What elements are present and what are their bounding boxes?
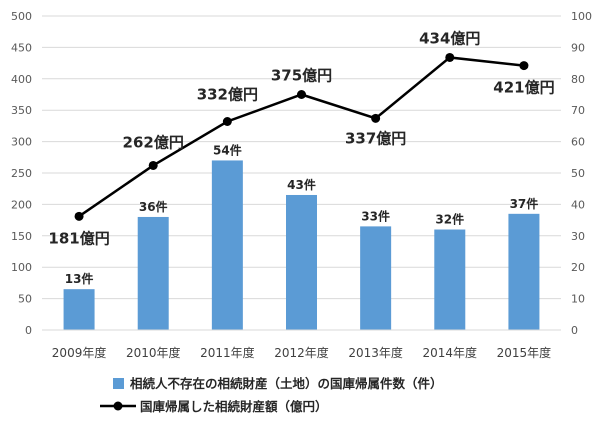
line-point xyxy=(297,90,306,99)
y-right-tick-label: 60 xyxy=(571,136,585,149)
bar-data-label: 33件 xyxy=(361,208,390,223)
bar-data-label: 13件 xyxy=(65,271,94,286)
y-left-tick-label: 250 xyxy=(11,167,32,180)
y-left-tick-label: 0 xyxy=(25,324,32,337)
bar xyxy=(360,226,392,330)
bar-data-label: 43件 xyxy=(287,177,316,192)
line-point xyxy=(222,117,232,127)
line-data-label: 375億円 xyxy=(271,67,332,85)
bar xyxy=(434,229,466,330)
y-right-tick-label: 30 xyxy=(571,230,585,243)
x-tick-label: 2015年度 xyxy=(497,345,552,360)
y-right-tick-label: 20 xyxy=(571,261,585,274)
y-right-tick-label: 0 xyxy=(571,324,578,337)
line-data-label: 337億円 xyxy=(345,129,406,147)
legend-bar-label: 相続人不存在の相続財産（土地）の国庫帰属件数（件） xyxy=(130,376,443,391)
line-data-label: 262億円 xyxy=(123,133,184,151)
x-tick-label: 2011年度 xyxy=(200,345,255,360)
bar xyxy=(211,160,243,330)
line-data-label: 332億円 xyxy=(197,86,258,104)
bar-data-label: 37件 xyxy=(510,196,539,211)
line-point xyxy=(148,160,158,170)
y-right-tick-label: 40 xyxy=(571,198,585,211)
line-point xyxy=(519,61,529,71)
y-left-tick-label: 400 xyxy=(11,73,32,86)
bar xyxy=(286,194,317,330)
y-right-tick-label: 10 xyxy=(571,293,585,306)
legend-line-label: 国庫帰属した相続財産額（億円） xyxy=(140,399,328,414)
line-data-label: 181億円 xyxy=(48,229,109,247)
y-right-tick-label: 90 xyxy=(571,41,585,54)
x-tick-label: 2013年度 xyxy=(348,345,403,360)
line-data-label: 434億円 xyxy=(419,29,480,47)
bar xyxy=(63,289,95,330)
x-tick-label: 2010年度 xyxy=(126,345,181,360)
y-right-tick-label: 80 xyxy=(571,73,585,86)
bar-data-label: 54件 xyxy=(213,142,242,157)
bar xyxy=(508,213,540,330)
y-left-tick-label: 100 xyxy=(11,261,32,274)
y-left-tick-label: 200 xyxy=(11,198,32,211)
line-data-label: 421億円 xyxy=(493,79,554,97)
y-left-tick-label: 500 xyxy=(11,10,32,23)
legend-bar-swatch xyxy=(113,378,124,389)
x-tick-label: 2012年度 xyxy=(274,345,329,360)
y-right-tick-label: 70 xyxy=(571,104,585,117)
line-point xyxy=(371,113,381,123)
bar-data-label: 36件 xyxy=(139,199,168,214)
x-tick-label: 2014年度 xyxy=(423,345,478,360)
y-right-tick-label: 50 xyxy=(571,167,585,180)
y-left-tick-label: 350 xyxy=(11,104,32,117)
y-right-tick-label: 100 xyxy=(571,10,592,23)
legend-line-marker xyxy=(113,401,123,411)
y-left-tick-label: 50 xyxy=(18,293,32,306)
x-tick-label: 2009年度 xyxy=(52,345,107,360)
bar-data-label: 32件 xyxy=(435,212,464,227)
y-left-tick-label: 300 xyxy=(11,136,32,149)
line-point xyxy=(74,211,84,221)
y-left-tick-label: 450 xyxy=(11,41,32,54)
bar xyxy=(137,216,169,330)
line-point xyxy=(445,52,455,62)
y-left-tick-label: 150 xyxy=(11,230,32,243)
